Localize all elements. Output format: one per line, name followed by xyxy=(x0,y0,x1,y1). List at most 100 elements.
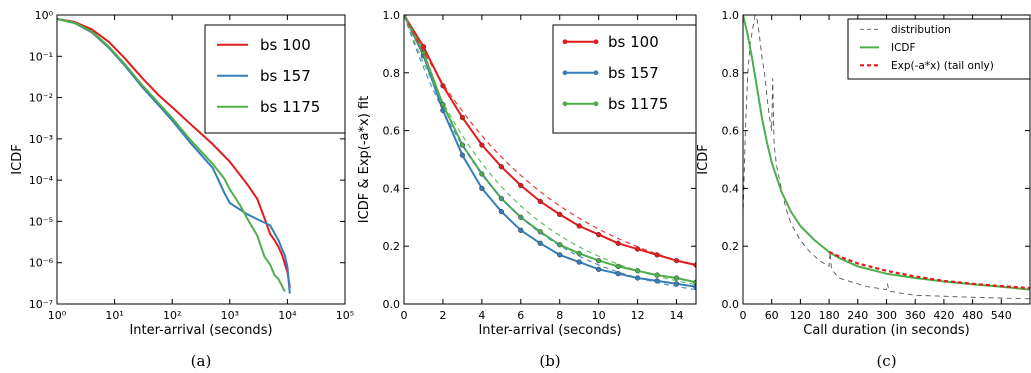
y-axis-label: ICDF xyxy=(10,144,25,174)
data-point xyxy=(615,240,621,246)
legend-marker xyxy=(593,39,599,45)
x-tick-label: 4 xyxy=(478,309,485,322)
y-tick-label: 0.0 xyxy=(383,298,401,311)
y-tick-label: 10⁻⁴ xyxy=(29,174,54,187)
series-distribution xyxy=(743,15,1030,300)
y-tick-label: 10⁻⁶ xyxy=(29,257,54,270)
plot-area xyxy=(743,15,1030,300)
legend-label: bs 100 xyxy=(260,36,311,54)
data-point xyxy=(459,142,466,148)
legend-label: bs 1175 xyxy=(608,95,668,113)
y-tick-label: 1.0 xyxy=(383,9,401,22)
x-tick-label: 240 xyxy=(847,309,868,322)
x-tick-label: 14 xyxy=(670,309,684,322)
series-bs-100 xyxy=(57,18,291,288)
x-axis-label: Inter-arrival (seconds) xyxy=(478,323,621,338)
legend-label: bs 157 xyxy=(608,64,659,82)
panel-caption: (a) xyxy=(191,352,212,370)
x-tick-label: 0 xyxy=(401,309,408,322)
data-point xyxy=(596,266,602,272)
series-bs-1175 xyxy=(57,18,286,293)
data-point xyxy=(673,275,680,281)
y-tick-label: 1.0 xyxy=(722,9,740,22)
x-tick-label: 12 xyxy=(631,309,645,322)
x-tick-label: 300 xyxy=(876,309,897,322)
x-tick-label: 360 xyxy=(905,309,926,322)
y-axis-label: ICDF & Exp(-a*x) fit xyxy=(357,96,372,223)
data-point xyxy=(479,171,485,177)
y-tick-label: 0.4 xyxy=(383,182,401,195)
legend-box xyxy=(204,24,346,134)
data-point xyxy=(557,252,563,258)
data-point xyxy=(537,240,543,246)
data-point xyxy=(518,227,524,233)
data-point xyxy=(459,152,466,158)
legend: distribution ICDF Exp(-a*x) (tail only) xyxy=(847,18,1031,80)
panel-caption: (b) xyxy=(539,352,560,370)
y-tick-label: 0.8 xyxy=(383,67,401,80)
y-tick-label: 0.8 xyxy=(722,67,740,80)
y-tick-label: 10⁰ xyxy=(35,9,54,22)
y-tick-label: 0.6 xyxy=(383,125,401,138)
x-tick-label: 0 xyxy=(740,309,747,322)
y-tick-label: 10⁻² xyxy=(29,92,53,105)
data-point xyxy=(673,281,680,287)
legend-marker xyxy=(562,39,568,45)
fit-line-5 xyxy=(404,15,696,286)
x-tick-label: 120 xyxy=(790,309,811,322)
y-tick-label: 0.2 xyxy=(722,240,740,253)
plot-area xyxy=(57,18,291,294)
x-tick-label: 10⁵ xyxy=(336,309,354,322)
fit-line-3 xyxy=(404,15,696,267)
y-tick-label: 0.4 xyxy=(722,182,740,195)
legend-label: bs 100 xyxy=(608,33,659,51)
legend-marker xyxy=(593,101,599,107)
legend-box xyxy=(552,24,697,134)
legend-marker xyxy=(593,70,599,76)
chart-panel-2: 0 60 120 180 240 300 360 420 480 540 0.0 0.2 0.4 0.6 0… xyxy=(696,9,1031,370)
x-axis-label: Call duration (in seconds) xyxy=(803,323,970,338)
data-point xyxy=(596,258,602,264)
legend-label: bs 157 xyxy=(260,67,311,85)
data-point xyxy=(576,259,582,265)
data-point xyxy=(518,182,524,189)
x-tick-label: 10 xyxy=(592,309,606,322)
legend-box xyxy=(847,18,1031,80)
x-tick-label: 6 xyxy=(517,309,524,322)
data-point xyxy=(537,198,543,205)
x-tick-label: 180 xyxy=(819,309,840,322)
x-tick-label: 480 xyxy=(962,309,983,322)
legend-label: distribution xyxy=(891,24,951,36)
chart-panel-1: 0 2 4 6 8 10 12 14 0.0 0.2 0.4 0.6 0.8 1.0 Inter-arriv… xyxy=(357,9,697,370)
axes-frame xyxy=(56,14,346,305)
x-tick-label: 10¹ xyxy=(105,309,123,322)
fit-line-4 xyxy=(404,15,696,291)
data-point xyxy=(498,208,504,215)
y-tick-label: 10⁻¹ xyxy=(29,50,53,63)
legend-label: ICDF xyxy=(891,42,916,54)
data-point xyxy=(576,223,582,229)
x-tick-label: 10³ xyxy=(221,309,239,322)
data-point xyxy=(479,142,485,148)
series-bs-100 xyxy=(404,15,696,266)
legend-label: bs 1175 xyxy=(260,98,320,116)
data-point xyxy=(576,250,582,257)
series-bs-157 xyxy=(404,15,696,288)
data-point xyxy=(615,263,621,270)
x-tick-label: 420 xyxy=(933,309,954,322)
axes-frame xyxy=(403,14,697,305)
data-point xyxy=(596,231,602,238)
x-tick-label: 2 xyxy=(439,309,446,322)
y-tick-label: 0.6 xyxy=(722,125,740,138)
y-tick-label: 0.0 xyxy=(722,298,740,311)
x-axis-label: Inter-arrival (seconds) xyxy=(129,323,272,338)
y-tick-label: 10⁻³ xyxy=(29,133,53,146)
x-tick-label: 540 xyxy=(991,309,1012,322)
legend-marker xyxy=(562,70,568,76)
legend: bs 100 bs 157 bs 1175 xyxy=(204,24,346,134)
series-exp-a-x-tail-only- xyxy=(828,250,1030,290)
data-point xyxy=(479,185,485,192)
data-point xyxy=(498,164,504,170)
x-tick-label: 60 xyxy=(765,309,779,322)
